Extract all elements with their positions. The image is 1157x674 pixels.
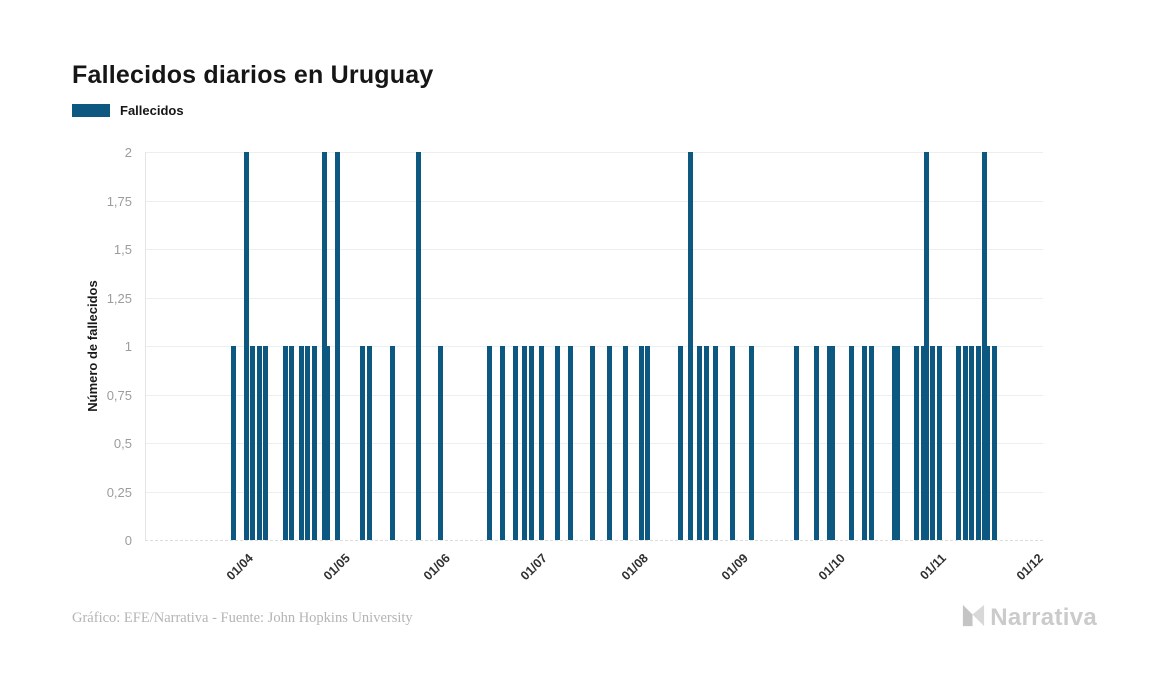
bar[interactable]	[975, 346, 981, 540]
x-tick-label: 01/04	[223, 551, 256, 584]
y-tick-label: 0,75	[106, 387, 132, 403]
bar[interactable]	[590, 346, 596, 540]
legend-label: Fallecidos	[120, 103, 184, 118]
source-credit: Gráfico: EFE/Narrativa - Fuente: John Ho…	[72, 610, 413, 626]
y-tick-label: 1,75	[106, 193, 132, 209]
bar[interactable]	[891, 346, 897, 540]
bar[interactable]	[969, 346, 975, 540]
bar[interactable]	[606, 346, 612, 540]
bar[interactable]	[894, 346, 900, 540]
y-tick-label: 0	[124, 533, 132, 548]
gridline	[146, 249, 1043, 250]
x-tick-label: 01/11	[917, 551, 949, 583]
bar[interactable]	[749, 346, 755, 540]
bar[interactable]	[868, 346, 874, 540]
bar[interactable]	[256, 346, 262, 540]
brand-logo: Narrativa	[960, 602, 1097, 634]
bar[interactable]	[645, 346, 651, 540]
bar[interactable]	[512, 346, 518, 540]
bar[interactable]	[298, 346, 304, 540]
bar[interactable]	[982, 152, 988, 540]
bar[interactable]	[729, 346, 735, 540]
bar[interactable]	[813, 346, 819, 540]
bar[interactable]	[263, 346, 269, 540]
y-tick-label: 1	[124, 339, 132, 354]
bar[interactable]	[321, 152, 327, 540]
bar[interactable]	[289, 346, 295, 540]
bar[interactable]	[567, 346, 573, 540]
bar[interactable]	[936, 346, 942, 540]
bar[interactable]	[389, 346, 395, 540]
bar[interactable]	[830, 346, 835, 540]
gridline	[146, 152, 1043, 153]
x-tick-label: 01/09	[719, 551, 752, 584]
bar[interactable]	[677, 346, 683, 540]
plot-area	[145, 152, 1043, 541]
x-tick-label: 01/05	[320, 551, 353, 584]
gridline	[146, 200, 1043, 202]
bar[interactable]	[360, 346, 366, 540]
x-tick-label: 01/06	[421, 551, 454, 584]
bar[interactable]	[230, 346, 236, 540]
bar[interactable]	[499, 346, 505, 540]
bar[interactable]	[282, 346, 288, 540]
bar[interactable]	[826, 346, 832, 540]
bar[interactable]	[366, 346, 372, 540]
bar[interactable]	[703, 346, 709, 540]
y-tick-label: 1,25	[106, 290, 132, 306]
bar[interactable]	[554, 346, 560, 540]
y-tick-label: 0,25	[106, 484, 132, 500]
bar[interactable]	[920, 346, 926, 540]
bar[interactable]	[985, 346, 991, 540]
bar[interactable]	[638, 346, 644, 540]
bar[interactable]	[305, 346, 311, 540]
x-tick-label: 01/12	[1013, 551, 1046, 584]
bar[interactable]	[311, 346, 317, 540]
bar[interactable]	[324, 346, 330, 540]
bar[interactable]	[849, 346, 855, 540]
bar[interactable]	[538, 346, 544, 540]
bar[interactable]	[334, 152, 340, 540]
bar[interactable]	[923, 152, 929, 540]
legend-swatch	[72, 104, 110, 117]
y-tick-label: 2	[124, 145, 132, 160]
brand-name: Narrativa	[990, 604, 1097, 631]
bar[interactable]	[962, 346, 968, 540]
bar[interactable]	[250, 346, 256, 540]
bar[interactable]	[956, 346, 962, 540]
bar[interactable]	[697, 346, 703, 540]
y-tick-label: 1,5	[113, 242, 132, 257]
page-title: Fallecidos diarios en Uruguay	[72, 60, 434, 89]
bar[interactable]	[713, 346, 719, 540]
bar[interactable]	[415, 152, 421, 540]
x-tick-label: 01/07	[518, 551, 551, 584]
x-tick-label: 01/10	[816, 551, 849, 584]
bar[interactable]	[522, 346, 528, 540]
x-tick-label: 01/08	[618, 551, 651, 584]
bar[interactable]	[914, 346, 920, 540]
bar[interactable]	[794, 346, 800, 540]
bar[interactable]	[930, 346, 936, 540]
legend[interactable]: Fallecidos	[72, 103, 184, 118]
bar[interactable]	[438, 346, 444, 540]
narrativa-icon	[960, 602, 987, 634]
bar[interactable]	[528, 346, 534, 540]
bar[interactable]	[486, 346, 492, 540]
bar[interactable]	[991, 346, 997, 540]
bar[interactable]	[687, 152, 693, 540]
bar[interactable]	[862, 346, 868, 540]
bar[interactable]	[622, 346, 628, 540]
bar[interactable]	[243, 152, 249, 540]
gridline	[146, 297, 1043, 299]
y-tick-label: 0,5	[113, 436, 132, 451]
